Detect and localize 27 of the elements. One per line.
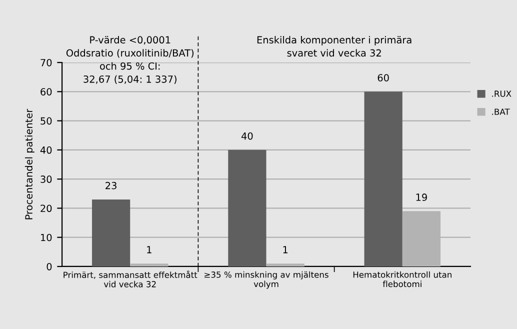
y-tick-label: 70 [40, 58, 52, 66]
y-tick-label: 10 [41, 234, 52, 242]
x-tick-label: Primärt, sammansatt effektmått vid vecka 32 [64, 270, 198, 288]
x-tick-label: ≥35 % minskning av mjältens volym [204, 271, 328, 289]
legend-label: .BAT [492, 108, 510, 115]
bar [228, 150, 266, 266]
data-label: 19 [416, 194, 427, 201]
text: Enskilda komponenter i primära svaret vid vecka 32 [257, 36, 412, 57]
bar [266, 264, 304, 266]
y-axis-title: Procentandel patienter [24, 108, 34, 220]
legend-label: .RUX [492, 90, 512, 97]
x-tick-label: Hematokritkontroll utan flebotomi [353, 271, 452, 288]
y-tick-label: 40 [40, 146, 52, 154]
data-label: 40 [241, 132, 253, 140]
y-tick-label: 30 [40, 176, 52, 183]
y-tick-label: 0 [46, 262, 52, 270]
data-label: 60 [378, 74, 389, 82]
y-tick-label: 60 [40, 88, 52, 96]
bar [92, 199, 130, 266]
annotation: P-värde <0,0001 Oddsratio (ruxolitinib/BAT) och 95 % CI: 32,67 (5,04: 1 337) [66, 36, 194, 84]
bar [364, 92, 402, 266]
y-tick-label: 50 [40, 117, 52, 125]
data-label: 1 [283, 246, 288, 254]
y-tick-label: 20 [40, 204, 52, 212]
data-label: 1 [147, 246, 152, 254]
bar [130, 264, 168, 266]
data-label: 23 [106, 182, 116, 190]
